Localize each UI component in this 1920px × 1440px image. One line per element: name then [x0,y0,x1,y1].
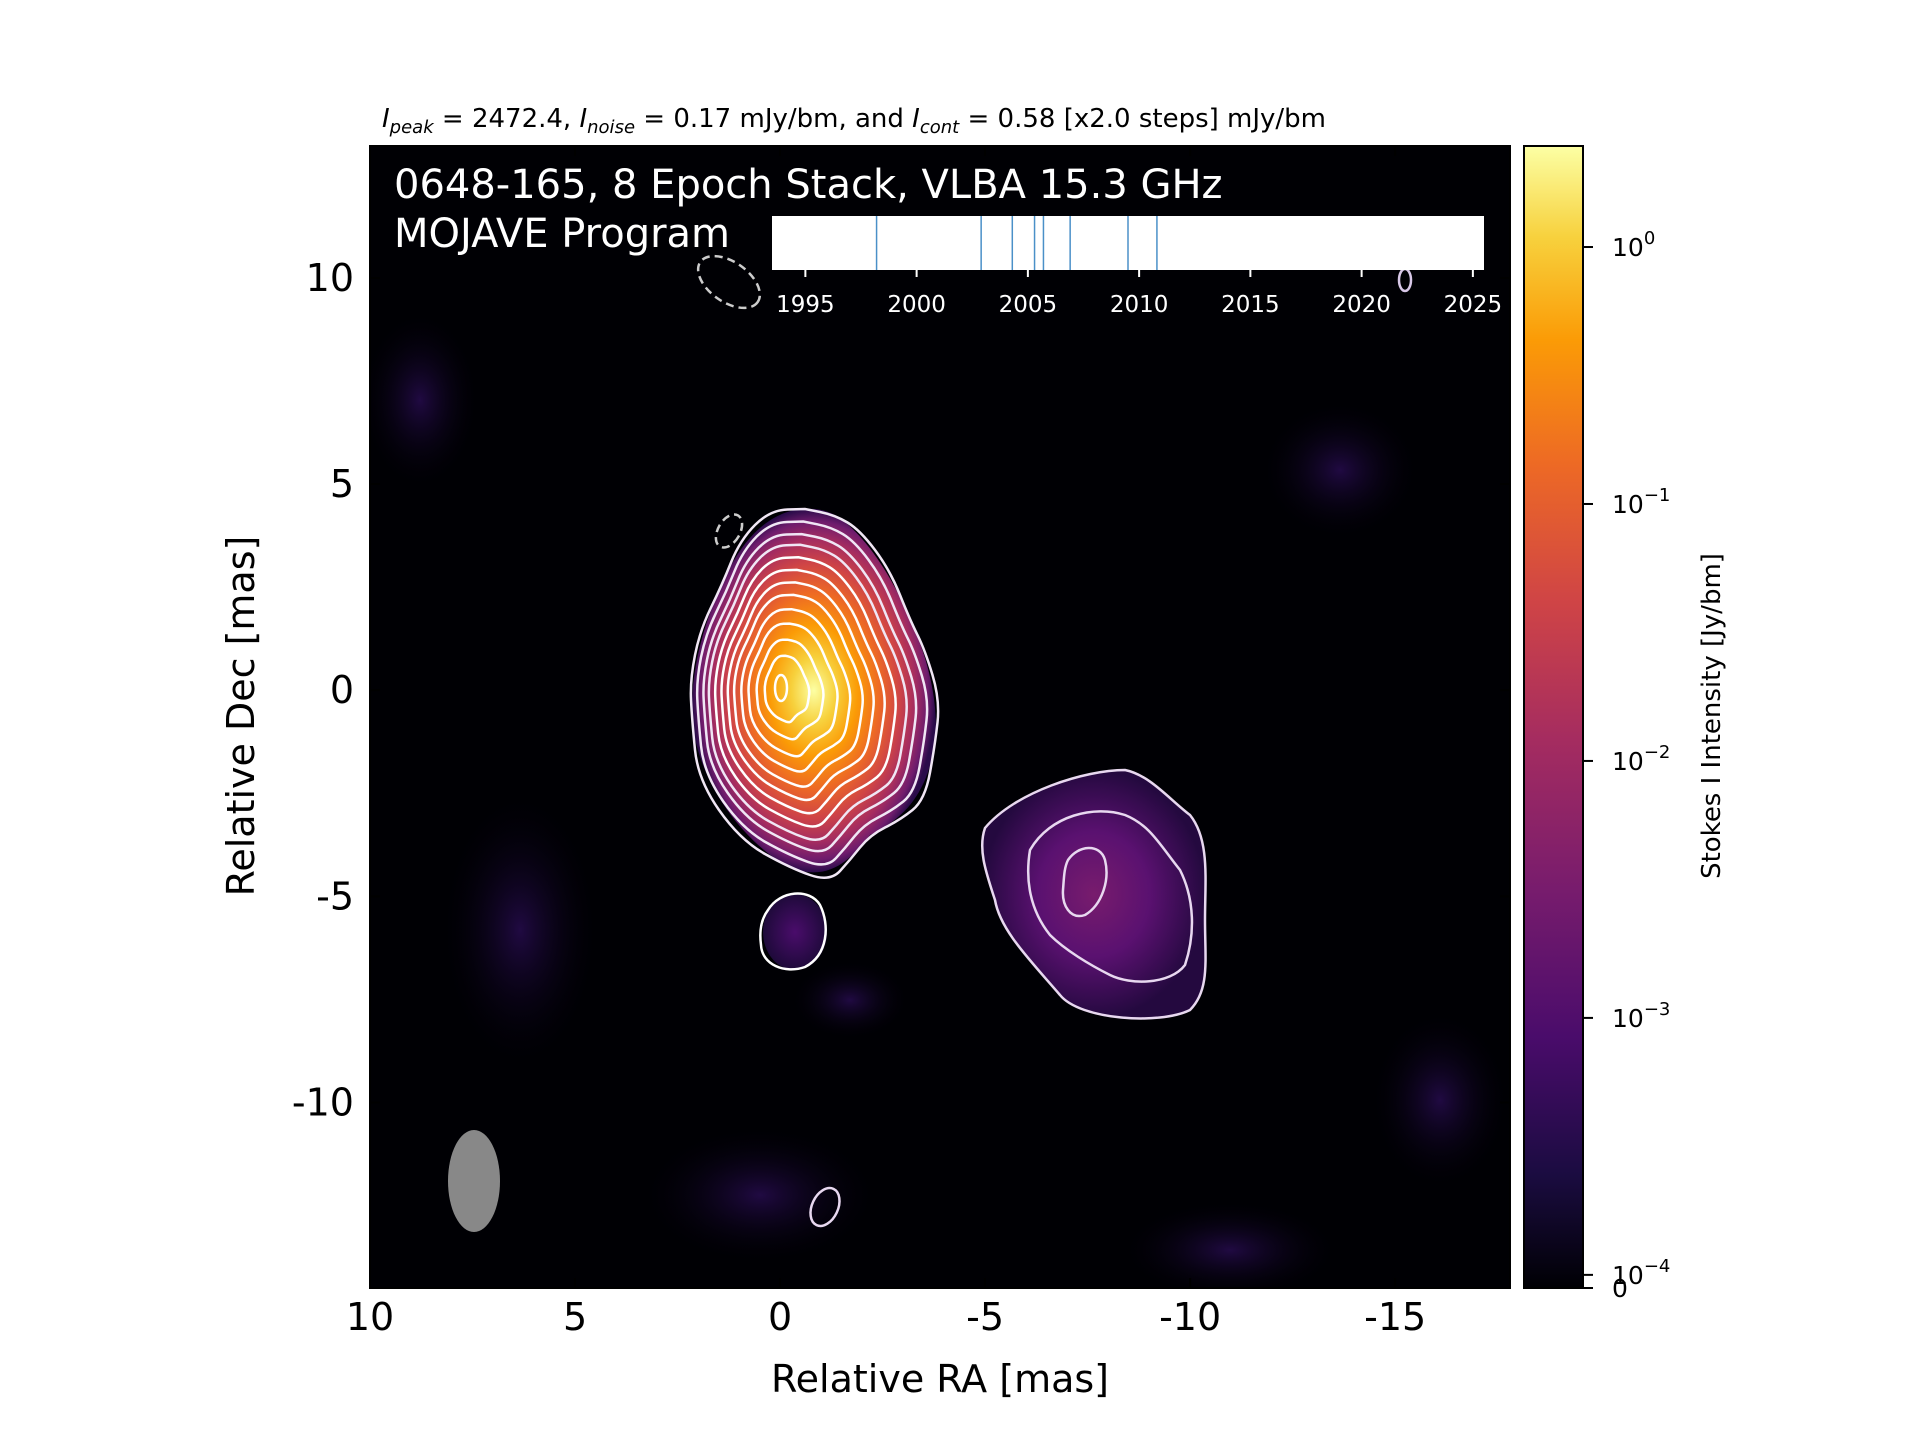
y-axis-label: Relative Dec [mas] [219,536,263,897]
noise-haze [1260,400,1420,540]
contour-core-level [720,568,886,815]
contour-jet-inner [1061,846,1108,918]
colorbar-tick-label: 100 [1612,228,1655,262]
contour-core-level [702,532,918,853]
contour-core-level [755,638,825,741]
colorbar-label: Stokes I Intensity [Jy/bm] [1697,553,1727,879]
x-tick-label: 5 [563,1295,587,1339]
y-tick-label: -10 [292,1080,354,1124]
x-tick-label: -15 [1364,1295,1426,1339]
noise-haze [790,960,910,1040]
core-emission [691,508,936,873]
epoch-timeline: 1995 2000 2005 2010 2015 2020 2025 [772,216,1502,318]
contour-core-level [695,520,929,866]
colorbar-frame [1523,145,1584,1289]
x-tick-label: 0 [768,1295,792,1339]
noise-haze [640,1125,880,1265]
contour-core-level [726,581,875,802]
contour-negative [696,254,762,310]
colorbar [1524,146,1583,1288]
contour-core-peak [773,673,789,703]
contour-core-level [747,622,839,758]
y-tick-label: 10 [306,256,354,300]
epoch-tick-label: 2020 [1332,292,1391,318]
plot-frame [369,145,1511,1289]
y-tick-label: 0 [330,668,354,712]
overlay-title-line1: 0648-165, 8 Epoch Stack, VLBA 15.3 GHz [394,162,1223,208]
x-tick-label: 10 [346,1295,394,1339]
epoch-tick-label: 2005 [999,292,1058,318]
beam-ellipse [448,1130,500,1232]
epoch-tick-label: 1995 [776,292,835,318]
x-tick-label: -5 [966,1295,1004,1339]
noise-haze [440,790,600,1070]
colorbar-tick-label: 10−1 [1612,485,1670,519]
noise-haze [1120,1200,1340,1288]
epoch-tick-label: 2010 [1110,292,1169,318]
epoch-lines [875,216,1158,270]
colorbar-tick-label: 10−2 [1612,742,1670,776]
y-axis-ticks: 10 5 0 -5 -10 [292,256,1510,1124]
epoch-ticks: 1995 2000 2005 2010 2015 2020 2025 [776,270,1502,318]
header-stats: Ipeak = 2472.4, Inoise = 0.17 mJy/bm, an… [382,104,1326,138]
epoch-tick-label: 2000 [887,292,946,318]
x-tick-label: -10 [1159,1295,1221,1339]
contour-jet-outer [981,768,1207,1020]
y-tick-label: -5 [316,874,354,918]
y-tick-label: 5 [330,462,354,506]
x-axis-ticks: 10 5 0 -5 -10 -15 [346,146,1426,1339]
epoch-tick-label: 2015 [1221,292,1280,318]
small-component-emission [763,894,827,970]
contour-core-level [763,654,811,724]
image-area: 0648-165, 8 Epoch Stack, VLBA 15.3 GHz M… [370,146,1510,1288]
contour-core-level [713,556,897,828]
contour-isolated [809,1186,841,1228]
contour-core-level [732,593,864,788]
noise-haze [1370,1010,1510,1190]
core-contours [689,507,940,879]
colorbar-ticks: 100 10−1 10−2 10−3 10−40 [1583,228,1670,1303]
contour-core-level [707,543,908,842]
contour-negative [714,513,744,549]
noise-haze [370,310,480,490]
colorbar-tick-label: 10−3 [1612,999,1670,1033]
colorbar-tick-label: 0 [1612,1274,1628,1303]
contour-core-level [740,607,852,773]
overlay-title-line2: MOJAVE Program [394,211,730,257]
contour-jet-middle [1026,810,1194,983]
epoch-tick-label: 2025 [1444,292,1503,318]
x-axis-label: Relative RA [mas] [771,1357,1109,1401]
contour-core-level [689,507,940,879]
image-background [370,146,1510,1288]
contour-small-component [759,892,827,971]
colorbar-tick-label: 10−4 [1612,1256,1670,1290]
